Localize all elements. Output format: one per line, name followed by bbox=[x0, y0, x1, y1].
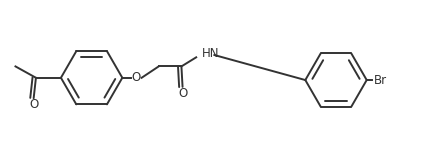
Text: Br: Br bbox=[373, 74, 386, 87]
Text: O: O bbox=[177, 87, 187, 100]
Text: O: O bbox=[131, 71, 140, 84]
Text: O: O bbox=[29, 98, 38, 111]
Text: HN: HN bbox=[201, 47, 219, 60]
